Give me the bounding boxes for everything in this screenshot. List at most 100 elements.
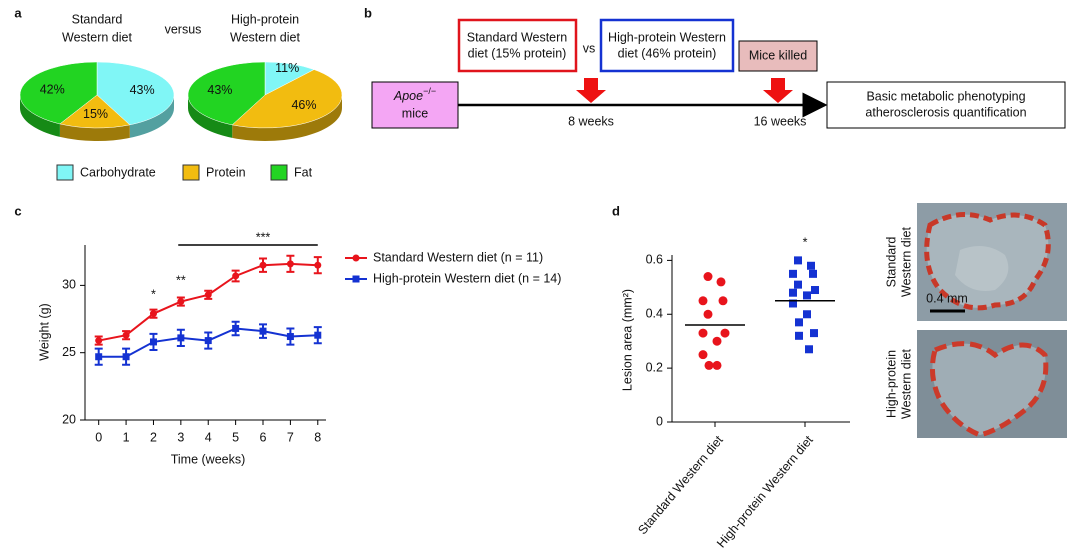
pie-title: High-protein	[231, 12, 299, 26]
legend-label: Fat	[294, 165, 313, 179]
data-point	[807, 261, 815, 270]
y-tick-label: 0.2	[646, 360, 663, 374]
down-arrow	[576, 78, 606, 103]
versus-label: versus	[165, 22, 202, 36]
box-label: High-protein Western	[608, 30, 726, 44]
standard-box	[457, 18, 578, 73]
image-label: High-protein	[884, 350, 898, 418]
legend-swatch	[56, 164, 74, 181]
data-point	[720, 328, 730, 338]
image-label: Western diet	[899, 349, 913, 419]
data-point	[698, 350, 708, 360]
pie-slice	[231, 69, 343, 129]
mouse-label: mice	[402, 106, 428, 120]
pie-value-label: 46%	[291, 98, 316, 112]
box-label: diet (15% protein)	[468, 46, 567, 60]
data-point	[789, 269, 797, 278]
data-point	[809, 269, 817, 278]
legend-marker	[352, 254, 360, 262]
killed-box	[738, 40, 818, 72]
pie-slice	[187, 61, 266, 126]
pie-title: Western diet	[230, 30, 300, 44]
data-point	[712, 360, 722, 370]
x-axis-title: Time (weeks)	[171, 452, 246, 466]
data-point	[789, 288, 797, 297]
data-point	[314, 331, 322, 339]
data-point	[286, 333, 294, 341]
pie-value-label: 15%	[83, 107, 108, 121]
data-point	[794, 280, 802, 289]
x-tick-label: 1	[123, 430, 130, 444]
legend-label: Protein	[206, 165, 246, 179]
series-line	[98, 262, 318, 342]
pie-value-label: 43%	[130, 83, 155, 97]
data-point	[703, 309, 713, 319]
data-point	[259, 261, 267, 269]
data-point	[712, 336, 722, 346]
data-point	[95, 337, 103, 345]
significance-label: ***	[256, 230, 271, 244]
data-point	[122, 331, 130, 339]
panel-label: c	[14, 203, 21, 218]
down-arrow	[763, 78, 793, 103]
data-point	[810, 329, 818, 338]
pie-side	[59, 123, 130, 141]
image-label: Standard	[884, 237, 898, 288]
significance-label: **	[176, 273, 186, 287]
data-point	[803, 310, 811, 319]
mouse-genotype: −/−	[423, 86, 436, 96]
x-tick-label: High-protein Western diet	[714, 433, 816, 551]
y-tick-label: 0.6	[646, 253, 663, 267]
box-label: Mice killed	[749, 48, 807, 62]
data-point	[805, 345, 813, 354]
data-point	[716, 277, 726, 287]
legend-swatch	[182, 164, 200, 181]
data-point	[204, 291, 212, 299]
x-tick-label: 5	[232, 430, 239, 444]
x-tick-label: 6	[260, 430, 267, 444]
panel-label: b	[364, 5, 372, 20]
mouse-box	[371, 81, 459, 129]
x-tick-label: Standard Western diet	[635, 433, 726, 538]
x-tick-label: 7	[287, 430, 294, 444]
pie-side	[20, 95, 60, 137]
x-tick-label: 3	[177, 430, 184, 444]
legend-label: Standard Western diet (n = 11)	[373, 250, 543, 264]
x-tick-label: 4	[205, 430, 212, 444]
data-point	[795, 331, 803, 340]
y-tick-label: 30	[62, 278, 76, 292]
high-protein-box	[599, 18, 735, 73]
data-point	[703, 272, 713, 282]
x-tick-label: 0	[95, 430, 102, 444]
box-label: Standard Western	[467, 30, 568, 44]
vs-label: vs	[583, 41, 596, 55]
data-point	[704, 360, 714, 370]
time-label: 8 weeks	[568, 114, 614, 128]
box-label: diet (46% protein)	[618, 46, 717, 60]
data-point	[795, 318, 803, 327]
pie-slice	[96, 61, 175, 126]
data-point	[259, 327, 267, 335]
data-point	[95, 353, 103, 361]
pie-side	[232, 95, 342, 141]
data-point	[286, 260, 294, 268]
y-axis-title: Weight (g)	[37, 303, 51, 360]
image-label: Western diet	[899, 227, 913, 297]
legend-swatch	[270, 164, 288, 181]
data-point	[149, 338, 157, 346]
data-point	[314, 261, 322, 269]
pie-title: Standard	[72, 12, 123, 26]
data-point	[122, 353, 130, 361]
pie-value-label: 11%	[275, 61, 299, 75]
time-label: 16 weeks	[754, 114, 807, 128]
scale-bar-label: 0.4 mm	[926, 291, 968, 305]
legend-label: Carbohydrate	[80, 165, 156, 179]
y-tick-label: 20	[62, 412, 76, 426]
x-tick-label: 2	[150, 430, 157, 444]
data-point	[811, 286, 819, 295]
data-point	[177, 298, 185, 306]
legend-marker	[352, 275, 360, 283]
pie-side	[129, 95, 174, 138]
